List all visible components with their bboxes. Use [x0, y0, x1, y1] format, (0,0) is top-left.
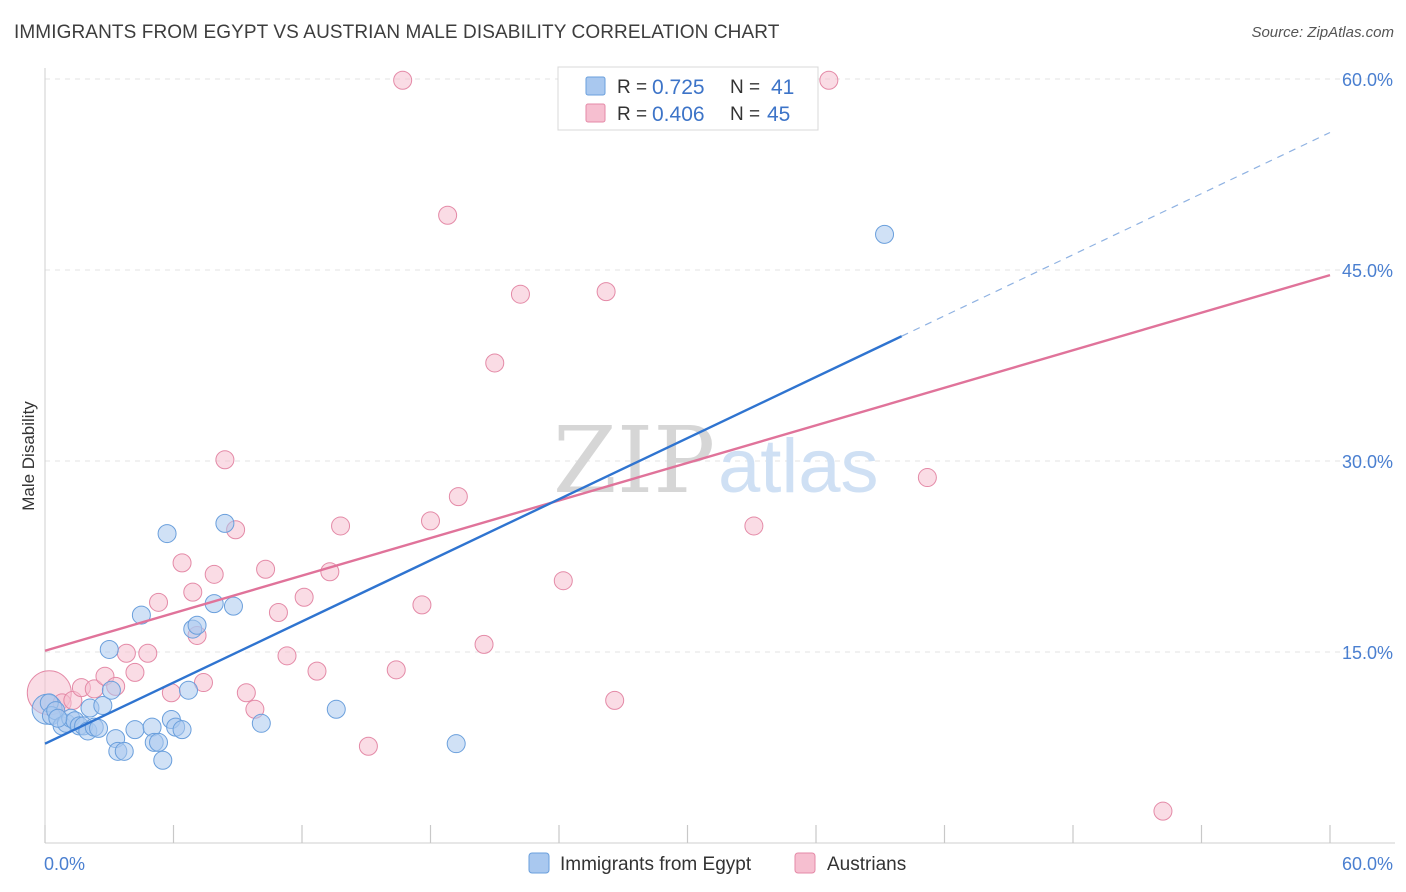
point-austrians-22 — [277, 646, 297, 666]
point-austrians-35 — [485, 353, 505, 373]
data-points — [26, 70, 1173, 821]
point-austrians-26 — [331, 516, 351, 536]
point-austrians-30 — [412, 595, 432, 615]
point-austrians-21 — [268, 603, 288, 623]
point-egypt-19 — [114, 741, 134, 761]
point-austrians-23 — [294, 587, 314, 607]
y-tick-label-3: 60.0% — [1342, 70, 1393, 90]
point-egypt-25 — [153, 750, 173, 770]
point-egypt-14 — [93, 695, 113, 715]
point-austrians-13 — [183, 582, 203, 602]
legend-n-label-egypt: N = — [730, 77, 760, 98]
legend-n-label-austrians: N = — [730, 104, 760, 125]
y-tick-label-1: 30.0% — [1342, 452, 1393, 472]
point-austrians-7 — [116, 643, 136, 663]
point-austrians-38 — [596, 282, 616, 302]
legend-r-label-austrians: R = — [617, 104, 647, 125]
y-axis-title: Male Disability — [19, 401, 38, 511]
legend-n-value-egypt: 41 — [771, 76, 794, 99]
y-tick-label-0: 15.0% — [1342, 643, 1393, 663]
point-austrians-40 — [744, 516, 764, 536]
point-egypt-39 — [875, 224, 895, 244]
point-austrians-14 — [193, 673, 213, 693]
trend-line-egypt-extension — [901, 131, 1331, 337]
point-austrians-34 — [474, 634, 494, 654]
point-austrians-36 — [510, 284, 530, 304]
source-label: Source: ZipAtlas.com — [1251, 24, 1394, 41]
point-egypt-40 — [48, 708, 68, 728]
point-egypt-21 — [131, 605, 151, 625]
point-austrians-41 — [819, 70, 839, 90]
point-austrians-20 — [256, 559, 276, 579]
stats-legend: R = 0.725 N = 41 R = 0.406 N = 45 — [557, 66, 819, 131]
watermark: ZIP atlas — [553, 407, 879, 514]
point-austrians-37 — [553, 571, 573, 591]
series-legend-label-austrians: Austrians — [827, 854, 906, 875]
point-austrians-33 — [448, 487, 468, 507]
point-egypt-34 — [215, 513, 235, 533]
point-austrians-28 — [386, 660, 406, 680]
point-egypt-24 — [149, 732, 169, 752]
point-austrians-10 — [149, 592, 169, 612]
series-legend-swatch-austrians — [794, 852, 816, 874]
grid-lines — [45, 78, 1395, 653]
point-austrians-42 — [917, 468, 937, 488]
legend-r-label-egypt: R = — [617, 77, 647, 98]
trend-line-egypt — [44, 335, 903, 745]
point-egypt-30 — [178, 680, 198, 700]
x-tick-label-1: 60.0% — [1342, 854, 1393, 874]
point-egypt-15 — [99, 639, 119, 659]
legend-swatch-austrians — [585, 103, 606, 123]
x-tick-label-0: 0.0% — [44, 854, 85, 874]
y-tick-label-2: 45.0% — [1342, 261, 1393, 281]
legend-r-value-egypt: 0.725 — [652, 76, 705, 99]
point-austrians-8 — [125, 662, 145, 682]
point-egypt-35 — [223, 596, 243, 616]
watermark-zip: ZIP — [553, 407, 715, 514]
point-egypt-37 — [326, 699, 346, 719]
chart-title: IMMIGRANTS FROM EGYPT VS AUSTRIAN MALE D… — [14, 22, 780, 43]
tick-labels: 15.0% 30.0% 45.0% 60.0% 0.0% 60.0% — [44, 70, 1393, 874]
series-legend-label-egypt: Immigrants from Egypt — [560, 854, 752, 875]
trend-lines — [44, 131, 1331, 745]
point-austrians-29 — [393, 70, 413, 90]
point-austrians-32 — [438, 205, 458, 225]
point-austrians-16 — [215, 450, 235, 470]
point-austrians-12 — [172, 553, 192, 573]
point-egypt-36 — [251, 713, 271, 733]
series-legend: Immigrants from Egypt Austrians — [528, 852, 906, 875]
point-austrians-15 — [204, 564, 224, 584]
point-egypt-32 — [187, 615, 207, 635]
point-egypt-20 — [125, 720, 145, 740]
point-egypt-26 — [157, 524, 177, 544]
legend-n-value-austrians: 45 — [767, 103, 790, 126]
point-austrians-18 — [236, 683, 256, 703]
point-austrians-27 — [358, 736, 378, 756]
point-egypt-16 — [101, 680, 121, 700]
watermark-atlas: atlas — [718, 424, 879, 509]
point-austrians-43 — [1153, 801, 1173, 821]
series-legend-swatch-egypt — [528, 852, 550, 874]
point-austrians-9 — [138, 643, 158, 663]
trend-line-austrians — [44, 273, 1331, 652]
legend-r-value-austrians: 0.406 — [652, 103, 705, 126]
point-egypt-38 — [446, 734, 466, 754]
legend-swatch-egypt — [585, 76, 606, 96]
point-austrians-24 — [307, 661, 327, 681]
point-austrians-31 — [421, 511, 440, 531]
point-austrians-39 — [605, 690, 625, 710]
point-egypt-29 — [172, 720, 192, 740]
